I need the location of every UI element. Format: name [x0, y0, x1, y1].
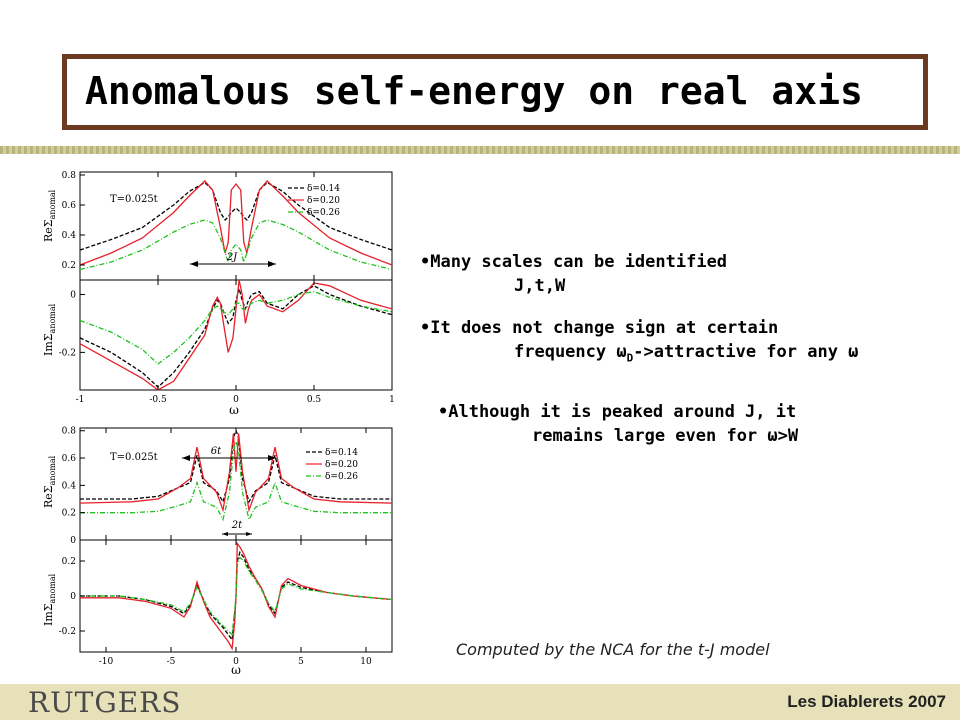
xtick-label: 0.5 — [307, 395, 322, 405]
slide-title: Anomalous self-energy on real axis — [85, 69, 863, 113]
xtick-label: -1 — [76, 395, 85, 405]
ytick-label: 0.8 — [62, 171, 77, 181]
footer-bar: RUTGERS Les Diablerets 2007 — [0, 684, 960, 720]
bottom-im-yticks: -0.2 0 0.2 — [59, 557, 85, 637]
bottom-re-ylabel: ReΣanomal — [42, 455, 57, 508]
xtick-label: 0 — [233, 657, 239, 667]
ytick-label: -0.2 — [59, 627, 76, 637]
bottom-xlabel: ω — [231, 663, 241, 676]
omega-symbol: ω — [848, 342, 859, 362]
legend-item: δ=0.20 — [325, 460, 358, 470]
bottom-im-ylabel: ImΣanomal — [42, 573, 57, 626]
ytick-label: -0.2 — [59, 348, 76, 358]
top-temperature-label: T=0.025t — [110, 194, 158, 205]
self-energy-figure: 0.2 0.4 0.6 0.8 -0.2 0 -1 -0.5 0 0.5 1 ReΣanomal… — [36, 156, 408, 676]
omega-subscript: D — [626, 351, 634, 365]
xtick-label: 5 — [298, 657, 304, 667]
series-line-δ=0.20 — [79, 433, 393, 513]
omega-symbol: ω — [767, 426, 778, 446]
bullet-scales-line1: •Many scales can be identified — [420, 252, 728, 272]
legend-item: δ=0.26 — [325, 472, 358, 482]
bullet-scales-line2: J,t,W — [514, 276, 566, 296]
xtick-label: -5 — [167, 657, 176, 667]
ytick-label: 0 — [70, 290, 76, 300]
bullet-peaked-line2: remains large even for ω>W — [532, 426, 799, 446]
top-im-ylabel: ImΣanomal — [42, 303, 57, 356]
bullet-sign-line1: •It does not change sign at certain — [420, 318, 779, 338]
conference-label: Les Diablerets 2007 — [787, 692, 946, 711]
rutgers-logo: RUTGERS — [28, 686, 182, 719]
series-line-δ=0.14 — [79, 285, 393, 388]
xtick-label: 1 — [389, 395, 395, 405]
ytick-label: 0.4 — [62, 481, 77, 491]
ytick-label: 0 — [70, 536, 76, 546]
ytick-label: 0.6 — [62, 454, 77, 464]
ytick-label: 0.6 — [62, 201, 77, 211]
bottom-im-curves — [80, 541, 393, 651]
ytick-label: 0 — [70, 592, 76, 602]
bottom-xticks: -10 -5 0 5 10 — [99, 428, 372, 667]
legend-item: δ=0.26 — [307, 208, 340, 218]
xtick-label: 0 — [233, 395, 239, 405]
series-line-δ=0.26 — [80, 556, 393, 636]
series-line-δ=0.20 — [79, 180, 393, 266]
top-2J-label: 2J — [226, 252, 238, 263]
legend-item: δ=0.20 — [307, 196, 340, 206]
ytick-label: 0.4 — [62, 231, 77, 241]
series-line-δ=0.26 — [79, 219, 393, 271]
top-im-yticks: -0.2 0 — [59, 290, 85, 358]
legend-item: δ=0.14 — [325, 448, 358, 458]
series-line-δ=0.26 — [79, 290, 393, 365]
bottom-6t-arrow: 6t — [182, 446, 276, 461]
top-xticks: -1 -0.5 0 0.5 1 — [76, 172, 395, 405]
top-strip — [0, 0, 960, 10]
top-im-curves — [79, 279, 393, 391]
omega-symbol: ω — [616, 342, 627, 362]
top-2J-arrow: 2J — [190, 252, 276, 267]
bottom-6t-label: 6t — [211, 446, 222, 457]
ytick-label: 0.2 — [62, 557, 76, 567]
ytick-label: 0.8 — [62, 427, 77, 437]
series-line-δ=0.26 — [80, 439, 392, 522]
ytick-label: 0.2 — [62, 261, 76, 271]
xtick-label: 10 — [360, 657, 372, 667]
top-re-curves — [79, 180, 393, 271]
bottom-2t-label: 2t — [231, 520, 243, 531]
title-frame: Anomalous self-energy on real axis — [62, 54, 928, 130]
xtick-label: -10 — [99, 657, 114, 667]
top-xlabel: ω — [229, 403, 239, 417]
title-divider — [0, 146, 960, 154]
legend-item: δ=0.14 — [307, 184, 340, 194]
bullet-peaked-line1: •Although it is peaked around J, it — [438, 402, 797, 422]
top-panel: 0.2 0.4 0.6 0.8 -0.2 0 -1 -0.5 0 0.5 1 ReΣanomal… — [42, 171, 395, 417]
bullet-sign-line2: frequency ωD->attractive for any ω — [514, 342, 859, 365]
xtick-label: -0.5 — [149, 395, 167, 405]
bottom-legend: δ=0.14 δ=0.20 δ=0.26 — [306, 448, 358, 482]
bullet-sign: •It does not change sign at certain freq… — [420, 318, 858, 364]
top-legend: δ=0.14 δ=0.20 δ=0.26 — [288, 184, 340, 218]
ytick-label: 0.2 — [62, 509, 76, 519]
bullet-scales: •Many scales can be identified J,t,W — [420, 252, 727, 296]
bullet-peaked: •Although it is peaked around J, it rema… — [438, 402, 798, 446]
top-re-yticks: 0.2 0.4 0.6 0.8 — [62, 171, 85, 271]
series-line-δ=0.20 — [79, 279, 393, 391]
bottom-temperature-label: T=0.025t — [110, 452, 158, 463]
bottom-2t-arrow: 2t — [222, 520, 252, 536]
bottom-panel: 0 0.2 0.4 0.6 0.8 -0.2 0 0.2 -10 -5 0 5 10 ReΣanom… — [42, 427, 393, 676]
figure-caption: Computed by the NCA for the t-J model — [456, 640, 770, 659]
bottom-re-yticks: 0 0.2 0.4 0.6 0.8 — [62, 427, 85, 546]
top-re-ylabel: ReΣanomal — [42, 189, 57, 242]
